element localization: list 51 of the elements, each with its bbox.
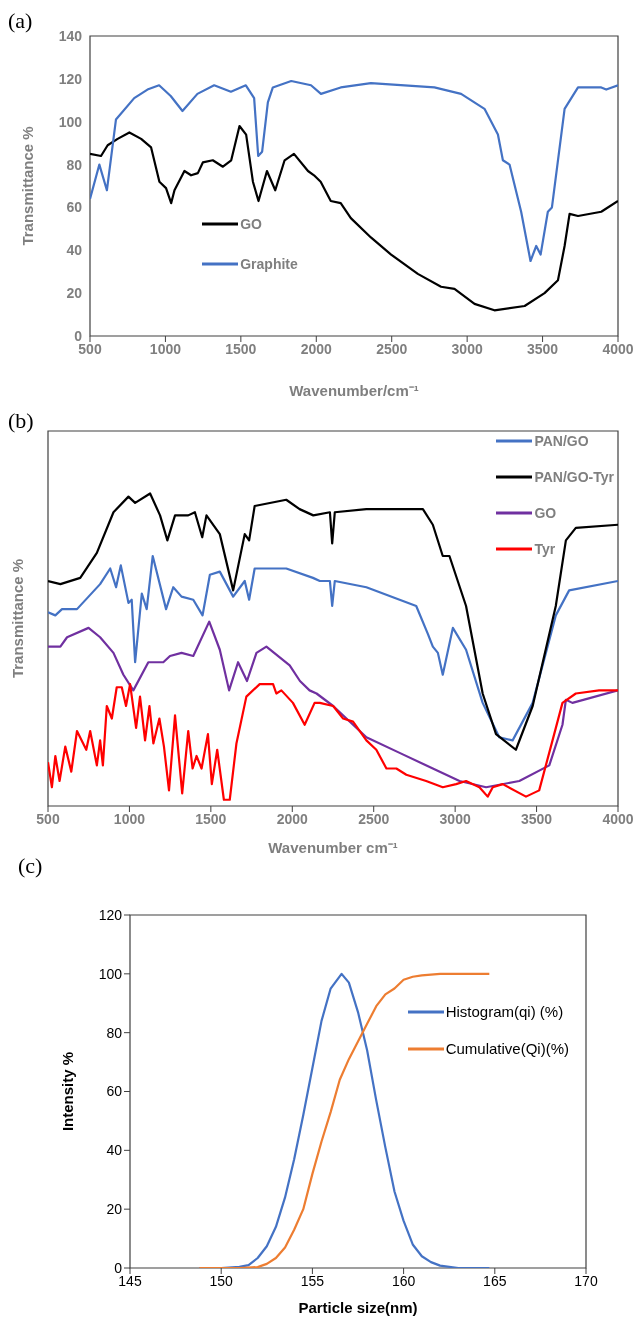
x-axis-title: Wavenumber/cm⁻¹ <box>289 382 419 399</box>
x-tick-label: 500 <box>36 810 60 827</box>
y-tick-label: 40 <box>66 242 83 259</box>
x-tick-label: 3000 <box>439 810 471 827</box>
x-tick-label: 1500 <box>225 340 257 357</box>
legend-label: Histogram(qi) (%) <box>443 1003 566 1021</box>
x-tick-label: 160 <box>391 1272 416 1289</box>
text: (c) <box>18 853 43 879</box>
y-tick-label: 60 <box>66 199 83 216</box>
x-tick-label: 2000 <box>300 340 333 357</box>
text: (a) <box>8 8 33 34</box>
x-tick-label: 2500 <box>376 340 408 357</box>
y-tick-label: 100 <box>98 965 123 982</box>
legend-label: GO <box>238 216 265 232</box>
x-tick-label: 4000 <box>602 810 634 827</box>
y-tick-label: 120 <box>58 70 83 87</box>
legend-label: Graphite <box>238 256 300 272</box>
x-tick-label: 155 <box>300 1272 325 1289</box>
legend-label: PAN/GO-Tyr <box>532 469 616 485</box>
y-tick-label: 140 <box>58 27 83 44</box>
legend-label: Cumulative(Qi)(%) <box>443 1040 571 1058</box>
x-tick-label: 170 <box>574 1272 598 1289</box>
y-axis-title: Transmittance % <box>19 126 37 246</box>
x-tick-label: 1500 <box>195 810 227 827</box>
y-tick-label: 20 <box>66 285 83 302</box>
x-tick-label: 150 <box>209 1272 234 1289</box>
x-tick-label: 2500 <box>358 810 390 827</box>
x-axis-title: Wavenumber cm⁻¹ <box>268 839 398 856</box>
x-tick-label: 3500 <box>520 810 553 827</box>
legend-label: Tyr <box>532 541 558 557</box>
y-tick-label: 120 <box>98 906 123 923</box>
x-tick-label: 3000 <box>451 340 483 357</box>
x-tick-label: 165 <box>483 1272 507 1289</box>
y-tick-label: 20 <box>106 1201 123 1218</box>
y-tick-label: 60 <box>106 1083 123 1100</box>
x-tick-label: 4000 <box>602 340 634 357</box>
x-tick-label: 2000 <box>276 810 309 827</box>
x-axis-title: Particle size(nm) <box>298 1299 418 1316</box>
y-axis-title: Intensity % <box>59 1051 77 1132</box>
legend-label: GO <box>532 505 559 521</box>
legend-label: PAN/GO <box>532 433 591 449</box>
x-tick-label: 1000 <box>149 340 182 357</box>
x-tick-label: 1000 <box>113 810 146 827</box>
y-axis-title: Transmittance % <box>9 558 27 679</box>
y-tick-label: 40 <box>106 1142 123 1159</box>
y-tick-label: 100 <box>58 113 83 130</box>
y-tick-label: 80 <box>66 156 83 173</box>
line-series <box>90 124 618 312</box>
text: (b) <box>8 408 34 434</box>
x-tick-label: 3500 <box>526 340 559 357</box>
y-tick-label: 80 <box>106 1024 123 1041</box>
